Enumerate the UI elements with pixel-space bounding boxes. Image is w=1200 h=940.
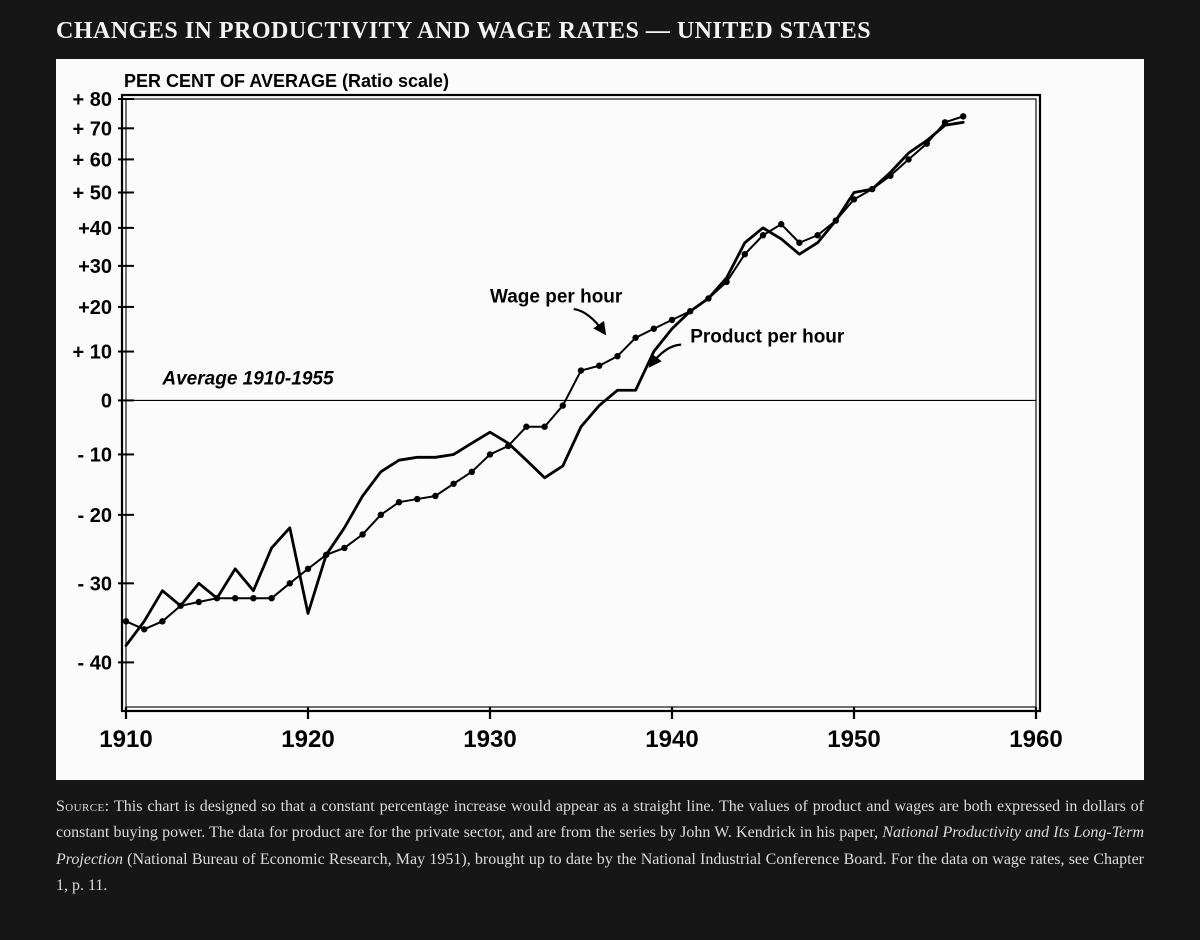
source-label: Source: <box>56 798 109 815</box>
svg-text:- 40: - 40 <box>78 652 112 674</box>
series-marker <box>287 580 293 586</box>
svg-text:+40: +40 <box>78 218 112 240</box>
series-marker <box>760 232 766 238</box>
series-label: Wage per hour <box>490 287 623 308</box>
series-marker <box>614 353 620 359</box>
series-marker <box>742 251 748 257</box>
svg-text:+ 70: + 70 <box>73 118 112 140</box>
series-marker <box>960 113 966 119</box>
chart-title: CHANGES IN PRODUCTIVITY AND WAGE RATES —… <box>56 18 1144 45</box>
series-marker <box>250 595 256 601</box>
svg-text:+ 80: + 80 <box>73 89 112 111</box>
svg-text:0: 0 <box>101 390 112 412</box>
series-label: Product per hour <box>690 326 845 347</box>
figure-caption: Source: This chart is designed so that a… <box>56 794 1144 900</box>
series-marker <box>651 326 657 332</box>
series-marker <box>596 363 602 369</box>
series-marker <box>214 595 220 601</box>
series-marker <box>669 317 675 323</box>
chart-panel: PER CENT OF AVERAGE (Ratio scale) - 40 - 3… <box>56 59 1144 780</box>
series-marker <box>778 221 784 227</box>
series-marker <box>359 531 365 537</box>
series-marker <box>141 626 147 632</box>
series-marker <box>305 566 311 572</box>
series-marker <box>323 552 329 558</box>
series-marker <box>396 499 402 505</box>
series-marker <box>268 595 274 601</box>
series-marker <box>505 443 511 449</box>
label-arrow <box>650 345 681 366</box>
svg-text:1960: 1960 <box>1009 726 1062 753</box>
series-marker <box>833 217 839 223</box>
series-marker <box>869 186 875 192</box>
series-marker <box>887 172 893 178</box>
figure-container: CHANGES IN PRODUCTIVITY AND WAGE RATES —… <box>0 0 1200 940</box>
svg-text:+ 50: + 50 <box>73 182 112 204</box>
series-marker <box>632 335 638 341</box>
series-marker <box>578 367 584 373</box>
svg-text:1920: 1920 <box>281 726 334 753</box>
svg-text:+30: +30 <box>78 256 112 278</box>
svg-text:+ 60: + 60 <box>73 149 112 171</box>
series-marker <box>341 545 347 551</box>
series-marker <box>905 156 911 162</box>
svg-text:1950: 1950 <box>827 726 880 753</box>
series-marker <box>942 119 948 125</box>
series-marker <box>414 496 420 502</box>
series-marker <box>705 295 711 301</box>
series-marker <box>687 308 693 314</box>
svg-text:+20: +20 <box>78 297 112 319</box>
svg-text:PER CENT OF AVERAGE (Ratio sca: PER CENT OF AVERAGE (Ratio scale) <box>124 71 449 91</box>
label-arrow <box>574 309 605 333</box>
series-marker <box>159 618 165 624</box>
series-marker <box>814 232 820 238</box>
caption-body-2: (National Bureau of Economic Research, M… <box>56 851 1144 894</box>
series-marker <box>469 469 475 475</box>
series-marker <box>450 481 456 487</box>
series-marker <box>523 424 529 430</box>
series-marker <box>723 279 729 285</box>
svg-text:- 10: - 10 <box>78 444 112 466</box>
svg-text:1930: 1930 <box>463 726 516 753</box>
series-marker <box>924 140 930 146</box>
series-marker <box>796 240 802 246</box>
series-marker <box>541 424 547 430</box>
series-marker <box>232 595 238 601</box>
series-marker <box>432 493 438 499</box>
series-marker <box>123 618 129 624</box>
series-marker <box>177 603 183 609</box>
chart-svg: PER CENT OF AVERAGE (Ratio scale) - 40 - 3… <box>64 67 1064 767</box>
svg-text:1940: 1940 <box>645 726 698 753</box>
series-marker <box>487 451 493 457</box>
series-marker <box>851 196 857 202</box>
series-marker <box>560 402 566 408</box>
series-marker <box>196 599 202 605</box>
svg-text:- 30: - 30 <box>78 573 112 595</box>
svg-text:Average 1910-1955: Average 1910-1955 <box>161 368 334 389</box>
svg-text:- 20: - 20 <box>78 505 112 527</box>
svg-text:+ 10: + 10 <box>73 342 112 364</box>
series-marker <box>378 512 384 518</box>
svg-text:1910: 1910 <box>99 726 152 753</box>
